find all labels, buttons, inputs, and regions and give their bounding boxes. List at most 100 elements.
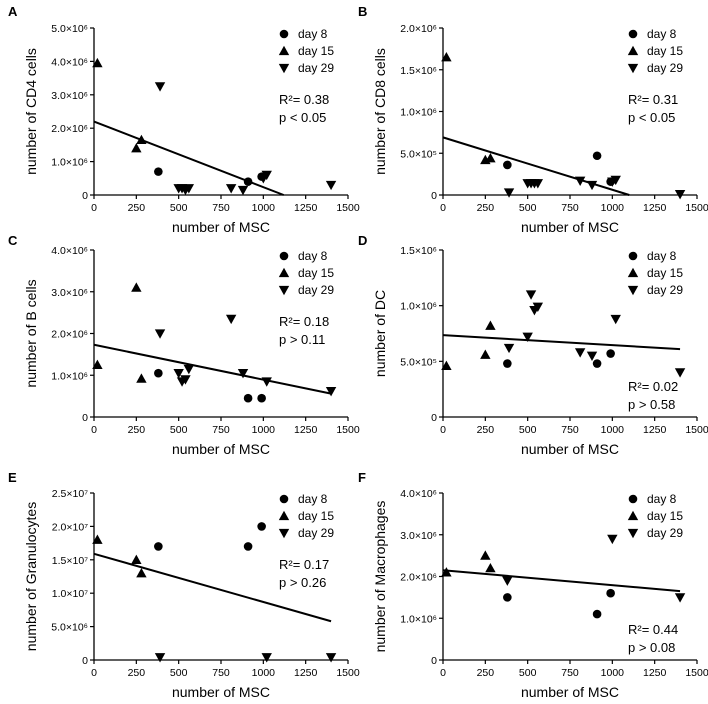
data-point-day-15 <box>131 554 142 564</box>
data-point-day-29 <box>610 314 621 325</box>
x-tick-label: 1500 <box>685 202 708 214</box>
y-tick-label: 2.0×10⁶ <box>400 572 437 584</box>
x-tick-label: 750 <box>561 424 579 436</box>
data-point-day-15 <box>441 360 452 370</box>
y-tick-label: 3.0×10⁶ <box>400 530 437 542</box>
y-tick-label: 2.0×10⁶ <box>400 23 437 35</box>
y-tick-label: 4.0×10⁶ <box>51 56 88 68</box>
y-tick-label: 0 <box>431 190 437 202</box>
r-squared-label: R²= 0.44 <box>628 622 678 637</box>
r-squared-label: R²= 0.02 <box>628 379 678 394</box>
legend-label: day 29 <box>298 61 334 75</box>
y-tick-label: 0 <box>431 655 437 667</box>
data-point-day-15 <box>92 57 103 68</box>
data-point-day-15 <box>131 143 142 153</box>
legend-marker <box>627 528 639 539</box>
x-tick-label: 750 <box>561 202 579 214</box>
legend-marker <box>627 45 639 56</box>
x-tick-label: 1250 <box>294 202 318 214</box>
legend-marker <box>627 510 639 521</box>
r-squared-label: R²= 0.31 <box>628 92 678 107</box>
y-axis-title: number of CD8 cells <box>372 48 388 175</box>
x-tick-label: 250 <box>477 424 495 436</box>
x-tick-label: 250 <box>477 202 495 214</box>
legend-label: day 8 <box>298 249 328 263</box>
data-point-day-8 <box>592 359 602 368</box>
data-point-day-15 <box>131 282 142 292</box>
y-tick-label: 1.5×10⁶ <box>400 245 437 257</box>
x-tick-label: 0 <box>91 667 97 679</box>
data-point-day-29 <box>237 185 249 196</box>
legend-label: day 15 <box>298 509 334 523</box>
y-tick-label: 2.0×10⁶ <box>51 329 88 341</box>
x-tick-label: 0 <box>91 202 97 214</box>
legend-marker <box>628 251 638 261</box>
legend-label: day 15 <box>298 266 334 280</box>
data-point-day-8 <box>154 167 163 176</box>
data-point-day-15 <box>485 562 496 573</box>
x-tick-label: 0 <box>440 424 446 436</box>
x-tick-label: 500 <box>519 424 537 436</box>
data-point-day-15 <box>441 52 452 62</box>
legend-label: day 29 <box>298 526 334 540</box>
x-tick-label: 500 <box>170 424 188 436</box>
data-point-day-29 <box>525 290 537 300</box>
legend-label: day 29 <box>647 283 683 297</box>
data-point-day-29 <box>154 82 166 92</box>
data-point-day-29 <box>502 576 513 586</box>
x-tick-label: 1500 <box>336 424 360 436</box>
data-point-day-29 <box>586 351 598 361</box>
data-point-day-8 <box>503 160 512 170</box>
data-point-day-29 <box>325 653 337 663</box>
panel-f: F 0 250 500 750 1000 1250 1500 0 1.0×10⁶ 2.0×10⁶ 3.… <box>358 470 708 700</box>
data-point-day-8 <box>503 359 512 368</box>
x-tick-label: 1000 <box>601 202 625 214</box>
p-value-label: p > 0.08 <box>628 640 675 655</box>
data-point-day-29 <box>674 368 686 378</box>
legend-label: day 8 <box>298 27 328 41</box>
x-axis-title: number of MSC <box>521 219 619 235</box>
data-point-day-8 <box>243 177 253 186</box>
legend-label: day 15 <box>647 266 683 280</box>
legend-marker <box>628 494 638 504</box>
legend-marker <box>278 63 290 74</box>
data-point-day-8 <box>257 393 266 403</box>
data-point-day-15 <box>136 134 147 145</box>
x-tick-label: 1250 <box>643 667 667 679</box>
y-axis-title: number of CD4 cells <box>23 48 39 175</box>
y-tick-label: 0 <box>431 412 437 424</box>
x-tick-label: 1250 <box>294 667 318 679</box>
x-tick-label: 1250 <box>294 424 318 436</box>
y-tick-label: 1.0×10⁶ <box>400 613 437 625</box>
x-tick-label: 750 <box>561 667 579 679</box>
data-point-day-29 <box>261 653 272 663</box>
data-point-day-29 <box>586 180 598 191</box>
p-value-label: p < 0.05 <box>628 110 675 125</box>
panel-letter: F <box>358 470 366 485</box>
y-tick-label: 1.5×10⁶ <box>400 65 437 77</box>
y-tick-label: 2.5×10⁷ <box>52 488 88 500</box>
p-value-label: p > 0.26 <box>279 575 326 590</box>
data-point-day-29 <box>503 188 515 198</box>
data-point-day-15 <box>480 550 491 560</box>
legend-marker <box>627 267 639 278</box>
r-squared-label: R²= 0.17 <box>279 557 329 572</box>
data-point-day-29 <box>532 179 544 189</box>
data-point-day-29 <box>522 332 533 343</box>
x-tick-label: 250 <box>128 202 146 214</box>
y-tick-label: 5.0×10⁵ <box>400 356 437 368</box>
regression-line <box>442 136 630 196</box>
data-point-day-15 <box>441 567 452 577</box>
r-squared-label: R²= 0.38 <box>279 92 329 107</box>
data-point-day-8 <box>243 542 253 551</box>
panel-letter: C <box>8 233 18 248</box>
data-point-day-29 <box>532 302 544 312</box>
x-axis-title: number of MSC <box>172 441 270 457</box>
panel-e: E 0 250 500 750 1000 1250 1500 0 5.0×10⁶ 1.0×10⁷ 1.… <box>8 470 360 700</box>
legend-marker <box>279 494 289 504</box>
x-tick-label: 250 <box>128 667 146 679</box>
x-tick-label: 1250 <box>643 202 667 214</box>
legend-label: day 15 <box>298 44 334 58</box>
x-axis-title: number of MSC <box>172 684 270 700</box>
